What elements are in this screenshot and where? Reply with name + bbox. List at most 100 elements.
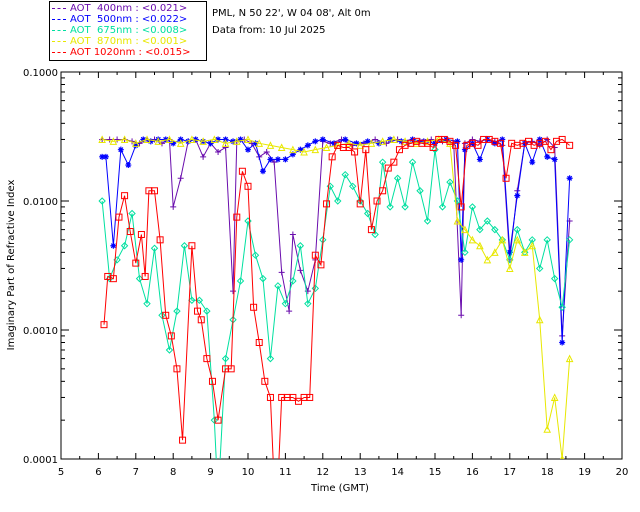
data-point [173, 365, 181, 373]
legend-item-500nm: AOT 500nm : <0.022> [52, 14, 187, 25]
data-point [319, 136, 326, 143]
data-point [331, 140, 338, 147]
data-point [203, 355, 211, 363]
data-point [461, 140, 468, 147]
data-point [496, 139, 504, 147]
legend-label: AOT 675nm : <0.008> [70, 25, 188, 36]
data-point [506, 249, 513, 256]
data-point [424, 139, 432, 147]
series-line [103, 138, 570, 459]
data-point [120, 242, 129, 250]
data-point [188, 296, 196, 304]
data-point [140, 136, 147, 143]
x-tick-label: 17 [503, 467, 516, 478]
data-point [491, 140, 498, 147]
data-point [227, 365, 235, 373]
data-point [165, 346, 174, 354]
data-point [282, 156, 289, 163]
series-3 [98, 135, 574, 459]
data-point [446, 137, 454, 145]
legend-swatch [52, 40, 66, 42]
data-point [454, 138, 461, 145]
data-point [541, 137, 549, 145]
data-point [170, 203, 177, 210]
data-point [393, 174, 402, 182]
data-point [491, 248, 499, 256]
x-tick-label: 15 [429, 467, 442, 478]
axes: 5 6 7 8 9 10 11 12 13 14 15 16 17 18 19 20 0.1000 0.0100 0… [23, 68, 628, 478]
data-point [132, 259, 140, 267]
data-point [544, 136, 551, 143]
data-point [210, 135, 219, 143]
data-point [345, 143, 353, 151]
data-point [185, 138, 192, 145]
data-point [390, 135, 398, 143]
data-point [438, 203, 447, 211]
data-point [114, 136, 121, 143]
data-point [255, 339, 263, 347]
data-point [565, 354, 574, 363]
data-point [514, 192, 521, 199]
data-point [289, 393, 297, 401]
data-point [395, 146, 403, 154]
data-point [342, 136, 349, 143]
data-point [132, 142, 139, 149]
x-tick-label: 14 [391, 467, 404, 478]
data-point [506, 256, 514, 264]
data-point [536, 136, 543, 143]
data-point [401, 203, 409, 211]
data-point [251, 251, 260, 259]
legend-item-870nm: AOT 870nm : <0.001> [52, 36, 187, 47]
legend-swatch [52, 7, 66, 9]
data-point [322, 143, 331, 151]
data-point [371, 230, 379, 239]
data-point [356, 200, 364, 208]
series-line [102, 138, 571, 343]
data-point [383, 140, 390, 147]
data-point [513, 235, 522, 244]
data-point [109, 137, 118, 145]
data-point [356, 197, 364, 205]
data-point [423, 137, 432, 145]
data-point [420, 138, 427, 145]
x-tick-label: 12 [316, 467, 329, 478]
data-point [491, 225, 499, 234]
data-point [306, 393, 314, 401]
data-point [317, 261, 325, 269]
data-point [521, 140, 528, 147]
data-point [215, 495, 221, 501]
data-point [297, 146, 304, 153]
data-point [375, 140, 382, 147]
data-point [401, 137, 409, 145]
data-point [536, 264, 544, 273]
data-point [483, 217, 492, 225]
data-point [200, 153, 207, 160]
data-point [261, 377, 269, 385]
data-point [379, 187, 387, 195]
data-point [263, 148, 270, 155]
data-point [176, 139, 185, 147]
data-point [565, 236, 574, 244]
data-point [423, 217, 432, 225]
data-point [446, 139, 454, 147]
x-tick-label: 5 [58, 467, 64, 478]
data-point [194, 307, 202, 315]
y-tick-label: 0.1000 [23, 68, 58, 79]
data-point [550, 274, 559, 283]
legend-label: AOT 870nm : <0.001> [70, 36, 188, 47]
y-tick-label: 0.0100 [23, 197, 58, 208]
data-point [431, 145, 439, 154]
data-point [214, 416, 222, 424]
data-point [180, 242, 189, 250]
data-point [197, 316, 205, 324]
data-point [323, 200, 331, 208]
data-point [461, 146, 468, 153]
data-point [259, 274, 267, 283]
data-point [271, 159, 278, 166]
data-point [409, 136, 416, 143]
legend-item-400nm: AOT 400nm : <0.021> [52, 3, 187, 14]
data-point [250, 303, 258, 311]
data-point [367, 226, 375, 234]
data-point [311, 251, 319, 259]
data-point [356, 141, 365, 149]
